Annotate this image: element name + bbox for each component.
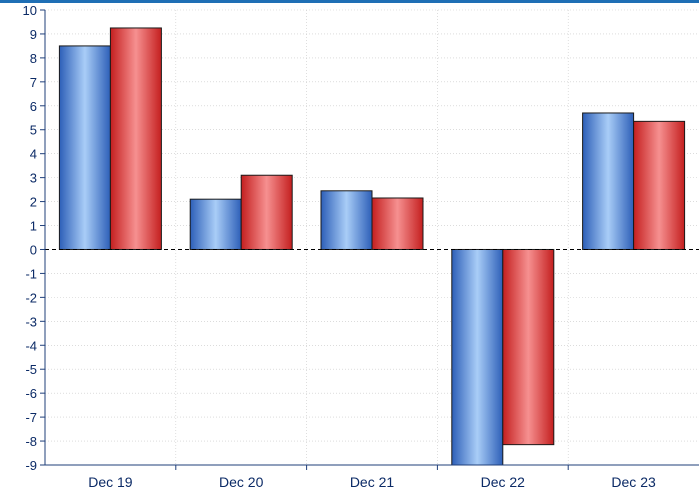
y-tick-label: -9	[25, 458, 37, 473]
x-tick-label: Dec 23	[611, 474, 656, 490]
y-tick-label: 1	[30, 219, 37, 234]
y-tick-label: -7	[25, 410, 37, 425]
bars	[58, 27, 686, 466]
y-tick-label: -2	[25, 290, 37, 305]
bar-blue	[320, 190, 373, 250]
y-tick-label: -8	[25, 434, 37, 449]
y-tick-label: -4	[25, 338, 37, 353]
y-tick-label: 9	[30, 27, 37, 42]
bar-red	[633, 120, 686, 250]
x-tick-label: Dec 21	[350, 474, 395, 490]
y-tick-label: 7	[30, 75, 37, 90]
y-tick-label: 3	[30, 171, 37, 186]
x-tick-label: Dec 20	[219, 474, 264, 490]
bar-blue	[582, 112, 635, 250]
y-tick-label: -1	[25, 266, 37, 281]
y-tick-label: -3	[25, 314, 37, 329]
bar-red	[371, 197, 424, 250]
x-tick-label: Dec 19	[88, 474, 133, 490]
axes	[40, 9, 699, 470]
x-tick-label: Dec 22	[481, 474, 526, 490]
y-tick-label: 4	[30, 147, 37, 162]
y-tick-label: 6	[30, 99, 37, 114]
y-tick-label: -6	[25, 386, 37, 401]
y-tick-label: 10	[23, 3, 37, 18]
bar-blue	[58, 45, 111, 250]
bar-blue	[451, 248, 504, 466]
bar-red	[109, 27, 162, 250]
y-tick-label: 8	[30, 51, 37, 66]
y-tick-label: 2	[30, 195, 37, 210]
top-frame-line	[0, 0, 699, 3]
x-tick-labels: Dec 19 Dec 20 Dec 21 Dec 22 Dec 23	[88, 474, 656, 490]
bar-red	[240, 174, 293, 250]
y-tick-label: 0	[30, 242, 37, 257]
y-tick-label: -5	[25, 362, 37, 377]
bar-red	[502, 248, 555, 446]
y-tick-label: 5	[30, 123, 37, 138]
bar-blue	[189, 198, 242, 250]
